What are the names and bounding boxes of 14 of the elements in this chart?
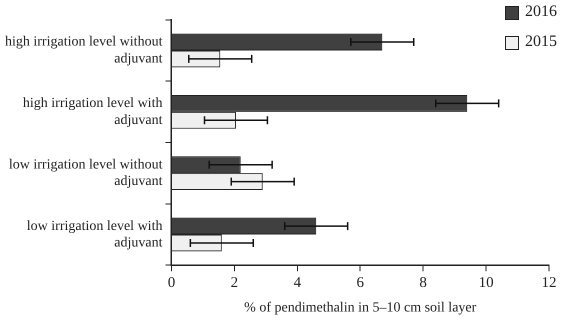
x-tick-label: 2: [230, 275, 238, 292]
x-tick-label: 10: [478, 275, 494, 292]
x-tick-label: 8: [419, 275, 427, 292]
y-tick-label: high irrigation level with adjuvant: [22, 96, 163, 128]
x-tick-label: 4: [294, 275, 302, 292]
y-tick-label: low irrigation level with adjuvant: [26, 218, 163, 251]
y-tick-label: low irrigation level without adjuvant: [8, 157, 163, 190]
legend-label: 2015: [525, 33, 557, 50]
legend-label: 2016: [525, 3, 557, 20]
x-tick-label: 6: [356, 275, 364, 292]
x-tick-label: 12: [542, 275, 556, 292]
x-axis-title: % of pendimethalin in 5–10 cm soil layer: [244, 300, 477, 316]
y-tick-label: high irrigation level without adjuvant: [4, 34, 163, 67]
x-tick-label: 0: [168, 275, 176, 292]
